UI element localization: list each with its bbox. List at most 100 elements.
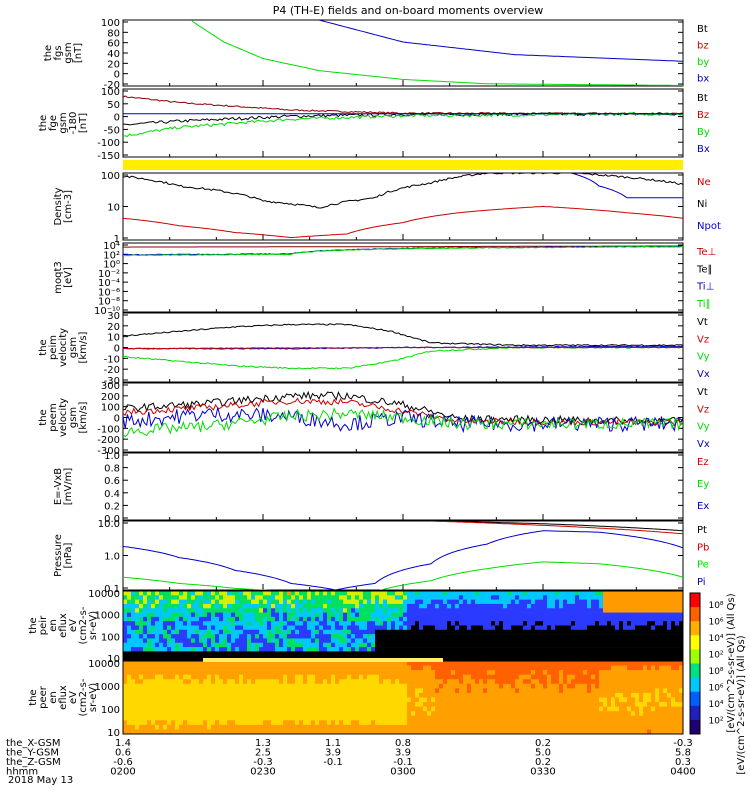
heatmap-cell	[483, 608, 488, 613]
heatmap-cell	[259, 706, 264, 712]
heatmap-cell	[551, 720, 556, 726]
heatmap-cell	[571, 655, 576, 661]
heatmap-cell	[503, 724, 508, 730]
heatmap-cell	[467, 683, 472, 689]
heatmap-cell	[559, 688, 564, 694]
heatmap-cell	[263, 621, 268, 626]
heatmap-cell	[451, 711, 456, 717]
heatmap-cell	[287, 697, 292, 703]
heatmap-cell	[523, 655, 528, 661]
heatmap-cell	[431, 720, 436, 726]
heatmap-cell	[539, 599, 544, 605]
heatmap-cell	[647, 603, 652, 609]
heatmap-cell	[375, 670, 380, 675]
heatmap-cell	[443, 591, 448, 596]
heatmap-cell	[635, 638, 640, 644]
heatmap-cell	[479, 661, 484, 666]
heatmap-cell	[219, 612, 224, 618]
heatmap-cell	[635, 621, 640, 626]
heatmap-cell	[523, 647, 528, 652]
heatmap-cell	[143, 711, 148, 717]
heatmap-cell	[515, 697, 520, 703]
heatmap-cell	[571, 715, 576, 721]
heatmap-cell	[523, 638, 528, 644]
heatmap-cell	[527, 612, 532, 618]
heatmap-cell	[279, 674, 284, 680]
heatmap-cell	[215, 670, 220, 675]
heatmap-cell	[459, 612, 464, 618]
heatmap-cell	[347, 670, 352, 675]
heatmap-cell	[467, 688, 472, 694]
heatmap-cell	[123, 634, 128, 639]
heatmap-cell	[467, 711, 472, 717]
heatmap-cell	[371, 642, 376, 648]
heatmap-cell	[191, 715, 196, 721]
heatmap-cell	[359, 591, 364, 596]
heatmap-cell	[547, 697, 552, 703]
heatmap-cell	[579, 697, 584, 703]
heatmap-cell	[191, 724, 196, 730]
heatmap-cell	[347, 715, 352, 721]
heatmap-cell	[179, 661, 184, 666]
heatmap-cell	[415, 612, 420, 618]
heatmap-cell	[235, 674, 240, 680]
heatmap-cell	[135, 642, 140, 648]
heatmap-cell	[367, 683, 372, 689]
heatmap-cell	[479, 674, 484, 680]
heatmap-cell	[531, 608, 536, 613]
heatmap-cell	[483, 651, 488, 656]
heatmap-cell	[607, 724, 612, 730]
heatmap-cell	[387, 715, 392, 721]
heatmap-cell	[659, 612, 664, 618]
heatmap-cell	[355, 665, 360, 671]
heatmap-cell	[571, 621, 576, 626]
heatmap-cell	[191, 621, 196, 626]
heatmap-cell	[207, 674, 212, 680]
heatmap-cell	[483, 655, 488, 661]
heatmap-cell	[271, 661, 276, 666]
heatmap-cell	[255, 665, 260, 671]
heatmap-cell	[123, 621, 128, 626]
heatmap-cell	[619, 595, 624, 600]
heatmap-cell	[279, 720, 284, 726]
heatmap-cell	[359, 638, 364, 644]
heatmap-cell	[491, 661, 496, 666]
heatmap-cell	[395, 595, 400, 600]
heatmap-cell	[347, 661, 352, 666]
heatmap-cell	[307, 670, 312, 675]
heatmap-cell	[295, 688, 300, 694]
heatmap-cell	[479, 651, 484, 656]
heatmap-cell	[171, 647, 176, 652]
heatmap-cell	[243, 665, 248, 671]
heatmap-cell	[363, 612, 368, 618]
heatmap-cell	[307, 616, 312, 622]
y-axis-label: the	[28, 617, 39, 633]
heatmap-cell	[167, 616, 172, 622]
heatmap-cell	[291, 642, 296, 648]
heatmap-cell	[223, 591, 228, 596]
heatmap-cell	[311, 661, 316, 666]
heatmap-cell	[639, 729, 644, 735]
heatmap-cell	[267, 674, 272, 680]
heatmap-cell	[599, 629, 604, 635]
heatmap-cell	[299, 634, 304, 639]
heatmap-cell	[631, 670, 636, 675]
heatmap-cell	[395, 729, 400, 735]
heatmap-cell	[327, 599, 332, 605]
heatmap-cell	[387, 683, 392, 689]
heatmap-cell	[307, 612, 312, 618]
heatmap-cell	[427, 688, 432, 694]
heatmap-cell	[335, 599, 340, 605]
heatmap-cell	[247, 702, 252, 707]
y-tick-label: 10²	[103, 250, 120, 261]
heatmap-cell	[551, 670, 556, 675]
heatmap-cell	[283, 679, 288, 685]
heatmap-cell	[323, 591, 328, 596]
heatmap-cell	[315, 692, 320, 698]
heatmap-cell	[375, 647, 380, 652]
heatmap-cell	[183, 595, 188, 600]
heatmap-cell	[139, 702, 144, 707]
heatmap-cell	[235, 638, 240, 644]
heatmap-cell	[315, 603, 320, 609]
heatmap-cell	[243, 634, 248, 639]
